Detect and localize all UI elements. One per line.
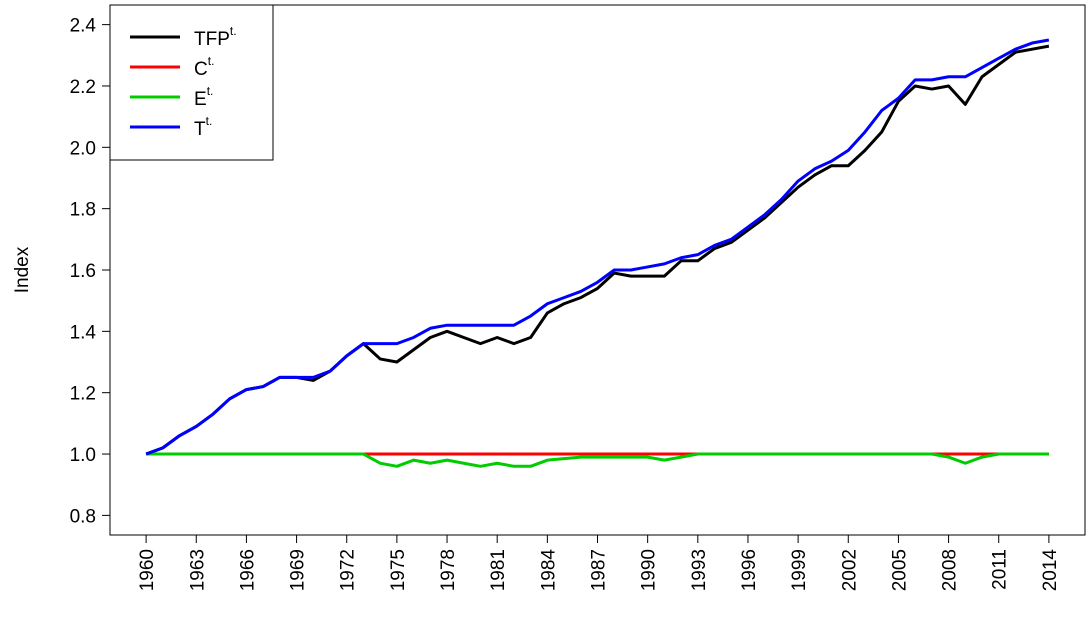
legend-label: Tt. <box>194 114 212 140</box>
x-tick-label: 1972 <box>338 549 359 591</box>
y-tick-label: 2.0 <box>70 138 96 159</box>
x-tick-label: 1963 <box>187 549 208 591</box>
legend-superscript: t. <box>230 24 237 38</box>
x-tick-label: 1966 <box>237 549 258 591</box>
legend-superscript: t. <box>206 114 213 128</box>
x-tick-label: 1960 <box>137 549 158 591</box>
legend-box <box>109 4 274 161</box>
legend-name: TFP <box>194 29 230 50</box>
x-tick-label: 1969 <box>288 549 309 591</box>
y-tick-label: 1.4 <box>70 322 97 343</box>
y-tick-label: 1.0 <box>70 445 96 466</box>
x-tick-label: 1996 <box>739 549 760 591</box>
y-tick-label: 1.6 <box>70 261 96 282</box>
series-line <box>145 38 1050 456</box>
series-line <box>146 452 1049 468</box>
y-tick-label: 1.2 <box>70 384 96 405</box>
legend-name: C <box>194 59 208 80</box>
x-tick-label: 2014 <box>1040 549 1061 592</box>
series-line <box>145 44 1050 456</box>
x-tick-label: 2002 <box>839 549 860 591</box>
legend-superscript: t. <box>207 84 214 98</box>
x-tick-label: 1993 <box>689 549 710 591</box>
x-tick-label: 1990 <box>639 549 660 591</box>
x-tick-label: 1978 <box>438 549 459 591</box>
legend-label: Ct. <box>194 54 214 80</box>
x-tick-label: 2008 <box>940 549 961 591</box>
legend-label: Et. <box>194 84 213 110</box>
x-tick-label: 1984 <box>538 549 559 592</box>
y-tick-label: 2.4 <box>70 16 97 37</box>
y-axis-label: Index <box>12 246 33 293</box>
legend-label: TFPt. <box>194 24 237 50</box>
x-tick-label: 1999 <box>789 549 810 591</box>
x-tick-label: 2005 <box>889 549 910 591</box>
y-tick-label: 0.8 <box>70 506 96 527</box>
x-tick-label: 1975 <box>388 549 409 591</box>
legend-superscript: t. <box>208 54 215 68</box>
x-tick-label: 1981 <box>488 549 509 591</box>
x-tick-label: 1987 <box>589 549 610 591</box>
y-tick-label: 2.2 <box>70 77 96 98</box>
legend-name: T <box>194 119 206 140</box>
x-tick-label: 2011 <box>990 549 1011 590</box>
y-tick-label: 1.8 <box>70 200 96 221</box>
legend-name: E <box>194 89 207 110</box>
